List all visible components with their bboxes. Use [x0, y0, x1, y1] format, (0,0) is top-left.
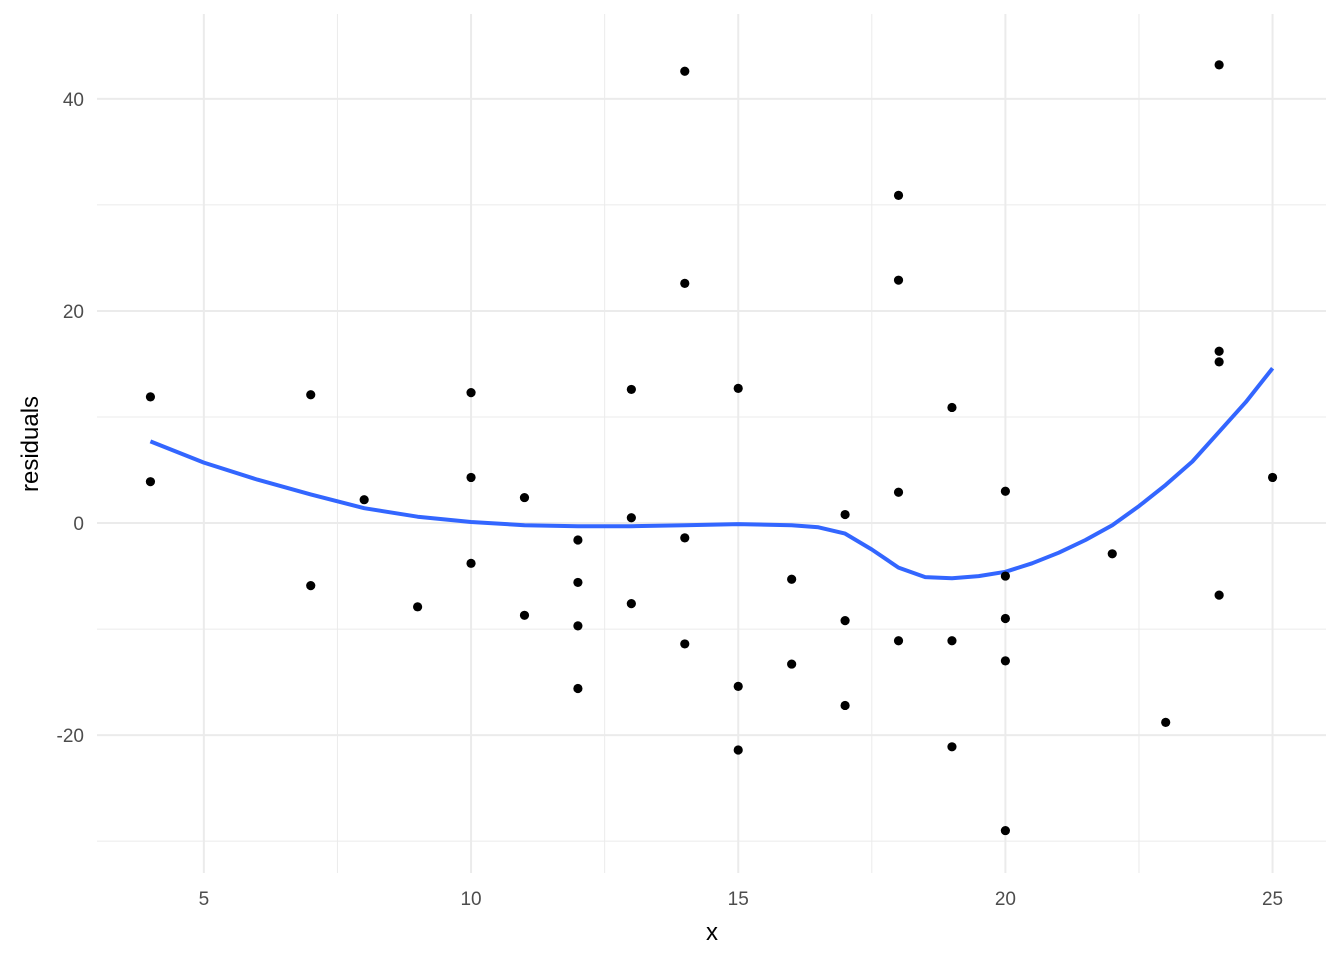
data-point: [787, 659, 797, 669]
x-tick-label: 25: [1262, 889, 1283, 910]
data-point: [573, 535, 583, 545]
y-tick-label: 20: [63, 302, 84, 323]
data-point: [680, 533, 690, 543]
data-point: [573, 683, 583, 694]
data-point: [359, 495, 369, 505]
data-point: [466, 558, 476, 568]
data-point: [733, 681, 743, 691]
data-point: [519, 610, 530, 620]
data-point: [680, 66, 690, 76]
data-point: [840, 616, 850, 626]
data-point: [840, 509, 850, 520]
x-tick-label: 10: [460, 889, 481, 910]
y-tick-label: -20: [57, 726, 84, 747]
data-point: [1000, 656, 1010, 666]
data-point: [466, 472, 476, 483]
smooth-trend-line: [149, 366, 1275, 581]
y-tick-label: 40: [63, 90, 84, 111]
x-tick-label: 15: [728, 889, 749, 910]
data-point: [519, 492, 530, 503]
data-point: [573, 621, 583, 631]
data-point: [413, 602, 423, 612]
data-point: [733, 383, 743, 393]
data-point: [626, 513, 636, 523]
y-axis-title: residuals: [17, 396, 44, 492]
data-point: [787, 574, 797, 584]
x-tick-label: 5: [199, 889, 210, 910]
y-axis-tick-labels: -20 0 20 40: [57, 90, 84, 747]
data-point: [680, 278, 690, 288]
data-point: [893, 636, 904, 646]
data-point: [1214, 357, 1224, 367]
data-point: [145, 392, 156, 402]
data-point: [1000, 486, 1010, 496]
data-point: [840, 700, 850, 711]
data-point: [1000, 825, 1010, 836]
data-points: [145, 60, 1278, 836]
data-point: [947, 742, 957, 752]
data-point: [947, 636, 957, 646]
data-point: [1107, 549, 1117, 559]
data-point: [733, 745, 743, 755]
y-tick-label: 0: [73, 514, 84, 535]
data-point: [893, 190, 904, 200]
data-point: [947, 402, 957, 413]
data-point: [1267, 472, 1278, 483]
loess-smooth-curve: [149, 366, 1275, 581]
data-point: [626, 384, 636, 395]
data-point: [1214, 60, 1224, 70]
data-point: [1161, 717, 1171, 728]
data-point: [145, 477, 156, 487]
x-axis-tick-labels: 5 10 15 20 25: [199, 889, 1284, 910]
data-point: [680, 639, 690, 649]
data-point: [466, 387, 476, 398]
data-point: [893, 275, 904, 285]
minor-gridlines: [97, 14, 1326, 873]
data-point: [573, 577, 583, 588]
data-point: [306, 581, 316, 591]
data-point: [1000, 613, 1010, 624]
data-point: [1214, 590, 1224, 600]
x-tick-label: 20: [995, 889, 1016, 910]
x-axis-title: x: [706, 919, 718, 946]
data-point: [1000, 571, 1010, 581]
data-point: [893, 487, 904, 497]
data-point: [626, 599, 636, 609]
data-point: [1214, 346, 1224, 356]
major-gridlines: [97, 14, 1326, 873]
data-point: [306, 390, 316, 400]
